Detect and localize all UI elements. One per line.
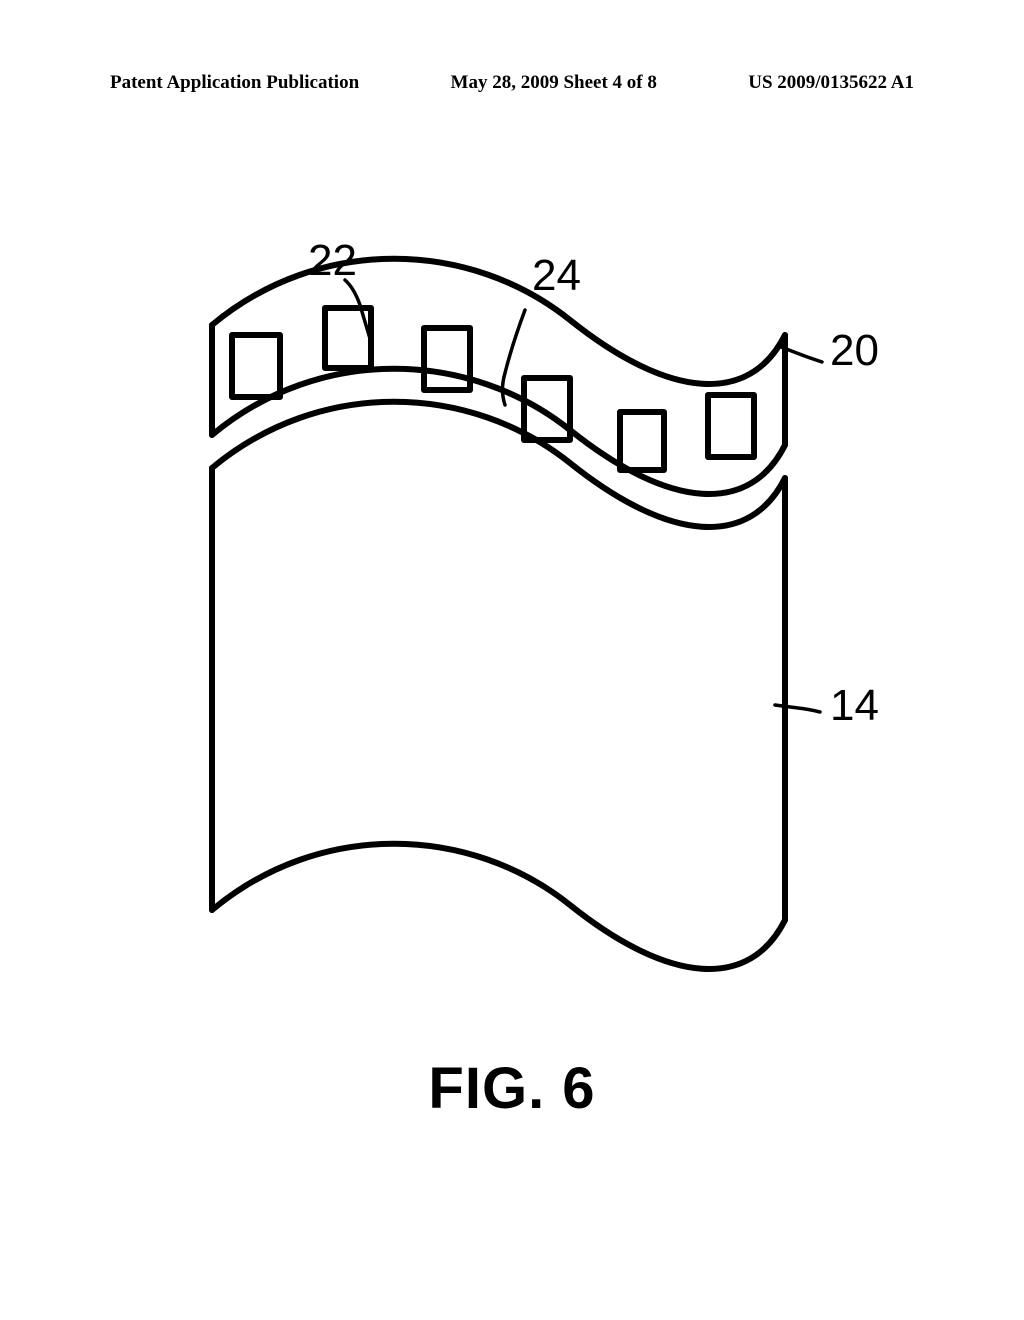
ref-label-20: 20 <box>830 326 879 375</box>
strip-bottom-edge <box>212 369 785 494</box>
body-top-edge <box>212 402 785 527</box>
callout-14-line <box>775 705 820 712</box>
ref-label-24: 24 <box>532 251 581 300</box>
strip-square-3 <box>524 378 570 440</box>
body-bottom-edge <box>212 844 785 969</box>
figure-caption: FIG. 6 <box>0 1055 1024 1122</box>
strip-square-4 <box>620 412 664 470</box>
header-center: May 28, 2009 Sheet 4 of 8 <box>451 72 657 94</box>
header-left: Patent Application Publication <box>110 72 359 94</box>
strip-top-edge <box>212 259 785 384</box>
strip-square-2 <box>424 328 470 390</box>
page-header: Patent Application Publication May 28, 2… <box>0 72 1024 94</box>
header-right: US 2009/0135622 A1 <box>748 72 914 94</box>
ref-label-22: 22 <box>308 236 357 285</box>
strip-square-5 <box>708 395 754 457</box>
patent-figure: 22242014 <box>130 250 900 1050</box>
strip-square-0 <box>232 335 280 397</box>
ref-label-14: 14 <box>830 681 879 730</box>
